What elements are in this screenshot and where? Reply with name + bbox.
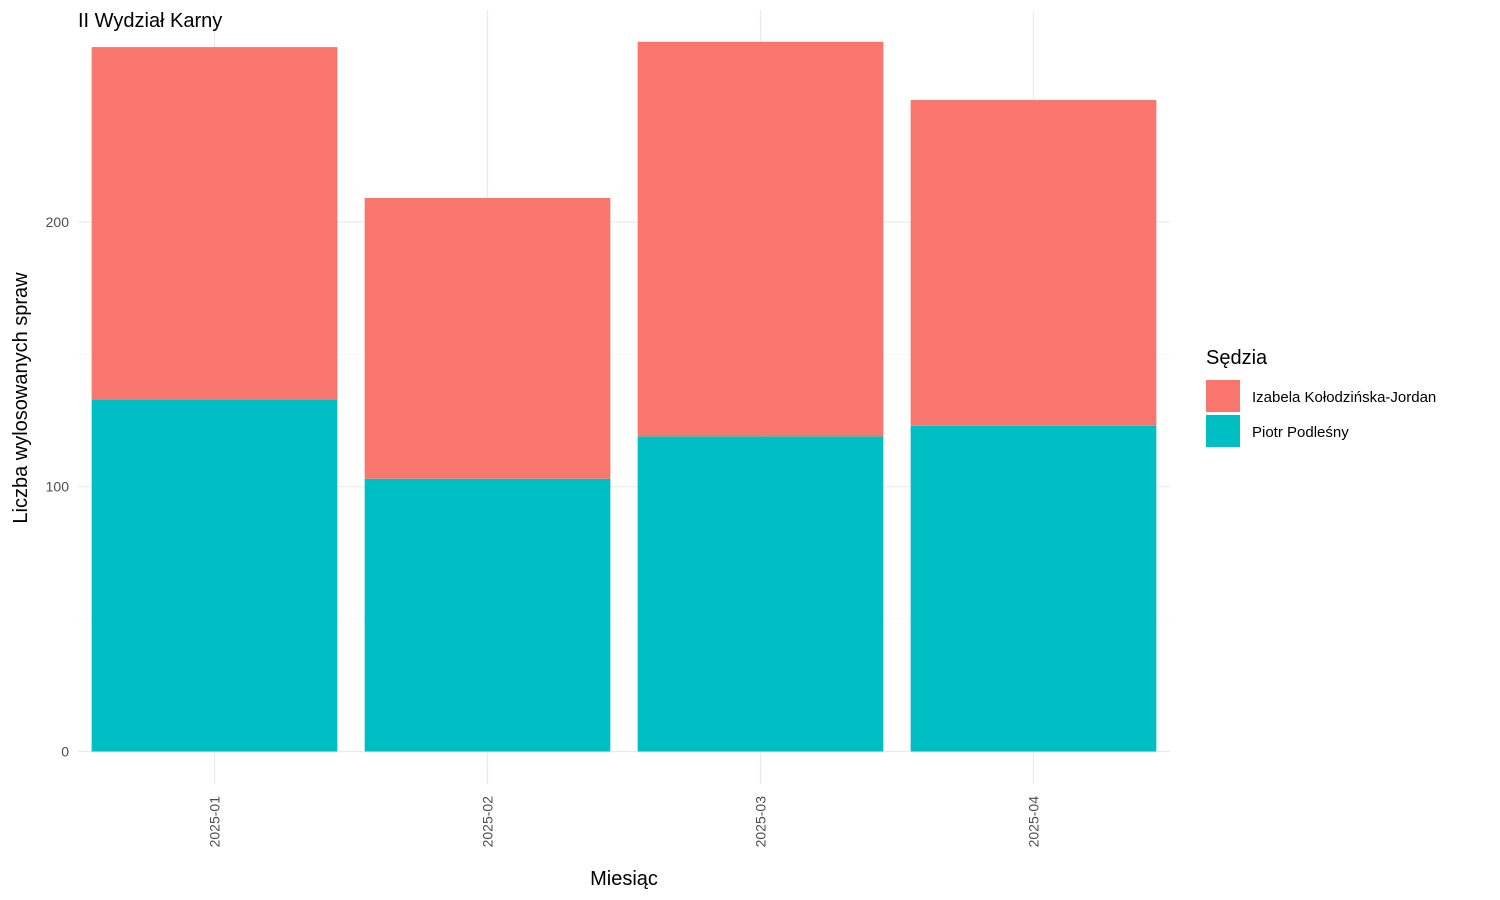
y-tick-label: 100 — [46, 479, 70, 495]
chart-title: II Wydział Karny — [78, 10, 222, 32]
bar-segment — [91, 399, 338, 752]
bars — [91, 41, 1157, 752]
bar-segment — [364, 198, 611, 479]
x-axis-ticks: 2025-01 2025-02 2025-03 2025-04 — [207, 778, 1042, 847]
legend-items: Izabela Kołodzińska-Jordan Piotr Podleśny — [1206, 380, 1436, 447]
x-tick-label: 2025-02 — [480, 796, 496, 848]
x-axis-title: Miesiąc — [590, 868, 658, 890]
bar-segment — [637, 41, 884, 437]
legend: Sędzia Izabela Kołodzińska-Jordan Piotr P… — [1206, 347, 1436, 447]
y-axis-title: Liczba wylosowanych spraw — [10, 272, 32, 524]
bar-segment — [910, 100, 1157, 426]
y-axis-ticks: 0 100 200 — [46, 214, 70, 760]
legend-swatch — [1206, 380, 1240, 412]
bar-segment — [91, 47, 338, 400]
y-tick-label: 200 — [46, 214, 70, 230]
bar-segment — [637, 436, 884, 752]
x-tick-label: 2025-01 — [207, 796, 223, 848]
legend-title: Sędzia — [1206, 347, 1268, 369]
bar-segment — [910, 425, 1157, 752]
y-tick-label: 0 — [61, 744, 69, 760]
legend-swatch — [1206, 415, 1240, 447]
legend-label: Izabela Kołodzińska-Jordan — [1252, 389, 1436, 406]
x-tick-label: 2025-03 — [753, 796, 769, 848]
bar-segment — [364, 478, 611, 752]
legend-label: Piotr Podleśny — [1252, 424, 1349, 441]
x-tick-label: 2025-04 — [1026, 796, 1042, 848]
